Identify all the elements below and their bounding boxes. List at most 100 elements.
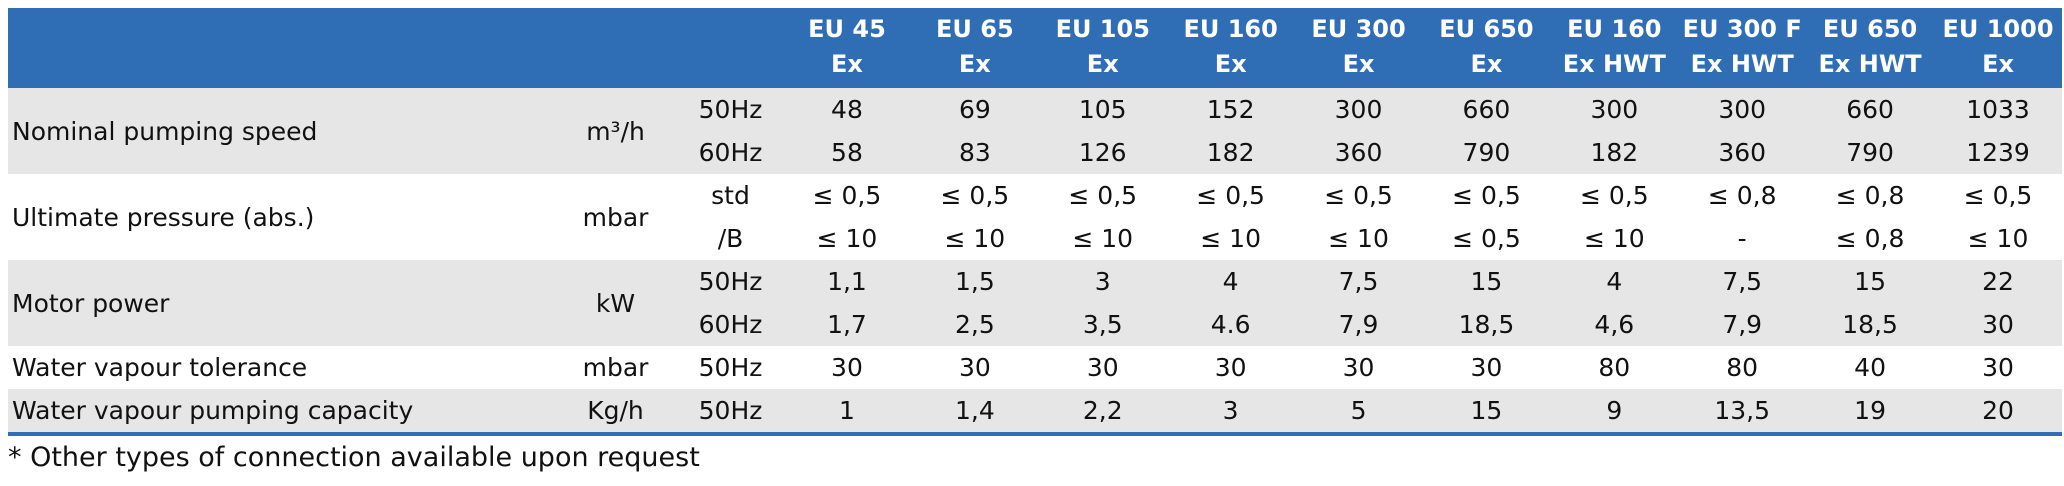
- condition-cell: 50Hz: [678, 260, 784, 303]
- condition-cell: /B: [678, 217, 784, 260]
- value-cell: 3,5: [1038, 303, 1167, 346]
- value-cell: ≤ 10: [1294, 217, 1423, 260]
- model-name-line1: EU 160: [1183, 15, 1278, 43]
- model-header: EU 65 Ex: [910, 8, 1039, 88]
- value-cell: 3: [1038, 260, 1167, 303]
- value-cell: 30: [1422, 346, 1551, 389]
- value-cell: 15: [1422, 260, 1551, 303]
- value-cell: ≤ 0,8: [1806, 174, 1935, 217]
- footnote: * Other types of connection available up…: [8, 442, 700, 473]
- parameter-name: Water vapour tolerance: [8, 346, 554, 389]
- value-cell: 1,1: [783, 260, 911, 303]
- value-cell: -: [1678, 217, 1807, 260]
- value-cell: 4: [1166, 260, 1295, 303]
- value-cell: ≤ 0,5: [1422, 174, 1551, 217]
- parameter-unit: kW: [553, 260, 679, 346]
- table-bottom-rule: [8, 432, 2062, 436]
- model-header: EU 650 Ex HWT: [1806, 8, 1935, 88]
- value-cell: 3: [1166, 389, 1295, 432]
- table-row: 60Hz 1,7 2,5 3,5 4.6 7,9 18,5 4,6 7,9 18,5 30: [8, 303, 2062, 346]
- value-cell: 20: [1934, 389, 2062, 432]
- table-header-row: EU 45 Ex EU 65 Ex EU 105 Ex EU 160 Ex EU 300 Ex EU…: [8, 8, 2062, 88]
- value-cell: 80: [1550, 346, 1679, 389]
- value-cell: 182: [1166, 131, 1295, 174]
- value-cell: 58: [783, 131, 911, 174]
- value-cell: ≤ 0,5: [1934, 174, 2062, 217]
- specifications-table: EU 45 Ex EU 65 Ex EU 105 Ex EU 160 Ex EU 300 Ex EU…: [8, 8, 2062, 432]
- value-cell: 300: [1678, 88, 1807, 131]
- value-cell: 7,9: [1678, 303, 1807, 346]
- value-cell: 30: [1166, 346, 1295, 389]
- value-cell: 4,6: [1550, 303, 1679, 346]
- value-cell: ≤ 10: [1934, 217, 2062, 260]
- value-cell: 9: [1550, 389, 1679, 432]
- value-cell: 5: [1294, 389, 1423, 432]
- parameter-name: Water vapour pumping capacity: [8, 389, 554, 432]
- model-header: EU 300 Ex: [1294, 8, 1423, 88]
- value-cell: 22: [1934, 260, 2062, 303]
- value-cell: 30: [1934, 303, 2062, 346]
- value-cell: 18,5: [1422, 303, 1551, 346]
- value-cell: ≤ 0,5: [910, 174, 1039, 217]
- model-name-line1: EU 650: [1439, 15, 1534, 43]
- table-row: 60Hz 58 83 126 182 360 790 182 360 790 1239: [8, 131, 2062, 174]
- value-cell: 126: [1038, 131, 1167, 174]
- value-cell: ≤ 10: [1550, 217, 1679, 260]
- condition-cell: 50Hz: [678, 389, 784, 432]
- value-cell: 660: [1806, 88, 1935, 131]
- value-cell: 19: [1806, 389, 1935, 432]
- parameter-unit: mbar: [553, 346, 679, 389]
- model-name-line1: EU 300 F: [1682, 15, 1802, 43]
- value-cell: ≤ 10: [1038, 217, 1167, 260]
- value-cell: 790: [1806, 131, 1935, 174]
- spec-sheet: EU 45 Ex EU 65 Ex EU 105 Ex EU 160 Ex EU 300 Ex EU…: [8, 8, 2062, 474]
- value-cell: ≤ 0,5: [1294, 174, 1423, 217]
- value-cell: 69: [910, 88, 1039, 131]
- value-cell: 152: [1166, 88, 1295, 131]
- table-row: Nominal pumping speed m³/h 50Hz 48 69 105 152 3…: [8, 88, 2062, 174]
- value-cell: ≤ 0,5: [1422, 217, 1551, 260]
- value-cell: 790: [1422, 131, 1551, 174]
- model-name-line2: Ex: [831, 50, 863, 78]
- value-cell: 30: [783, 346, 911, 389]
- parameter-name: Ultimate pressure (abs.): [8, 174, 554, 260]
- model-name-line1: EU 1000: [1942, 15, 2054, 43]
- value-cell: ≤ 0,5: [1550, 174, 1679, 217]
- value-cell: 30: [910, 346, 1039, 389]
- value-cell: 40: [1806, 346, 1935, 389]
- parameter-unit: Kg/h: [553, 389, 679, 432]
- value-cell: 83: [910, 131, 1039, 174]
- value-cell: 4: [1550, 260, 1679, 303]
- model-name-line2: Ex HWT: [1562, 50, 1666, 78]
- table-row: Motor power kW 50Hz 1,1 1,5 3 4 7,5 15 4 7,5 15 22: [8, 260, 2062, 346]
- condition-cell: 50Hz: [678, 346, 784, 389]
- value-cell: 30: [1038, 346, 1167, 389]
- value-cell: 15: [1806, 260, 1935, 303]
- value-cell: 1239: [1934, 131, 2062, 174]
- value-cell: 30: [1294, 346, 1423, 389]
- condition-cell: 60Hz: [678, 131, 784, 174]
- model-header: EU 45 Ex: [783, 8, 911, 88]
- value-cell: 7,5: [1678, 260, 1807, 303]
- table-row: Water vapour tolerance mbar 50Hz 30 30 30 30 30…: [8, 346, 2062, 389]
- model-name-line1: EU 160: [1567, 15, 1662, 43]
- value-cell: 660: [1422, 88, 1551, 131]
- table-row: /B ≤ 10 ≤ 10 ≤ 10 ≤ 10 ≤ 10 ≤ 0,5 ≤ 10- ≤ 0,8 ≤ 1…: [8, 217, 2062, 260]
- model-name-line2: Ex HWT: [1690, 50, 1794, 78]
- value-cell: 300: [1294, 88, 1423, 131]
- model-name-line2: Ex: [1982, 50, 2014, 78]
- parameter-name: Motor power: [8, 260, 554, 346]
- model-header: EU 300 F Ex HWT: [1678, 8, 1807, 88]
- parameter-name: Nominal pumping speed: [8, 88, 554, 174]
- model-header: EU 160 Ex: [1166, 8, 1295, 88]
- value-cell: 2,2: [1038, 389, 1167, 432]
- value-cell: 360: [1678, 131, 1807, 174]
- value-cell: ≤ 0,8: [1806, 217, 1935, 260]
- value-cell: ≤ 10: [910, 217, 1039, 260]
- value-cell: ≤ 0,5: [1166, 174, 1295, 217]
- value-cell: ≤ 10: [1166, 217, 1295, 260]
- model-header: EU 1000 Ex: [1934, 8, 2062, 88]
- condition-cell: 60Hz: [678, 303, 784, 346]
- model-name-line2: Ex: [1086, 50, 1119, 78]
- value-cell: 105: [1038, 88, 1167, 131]
